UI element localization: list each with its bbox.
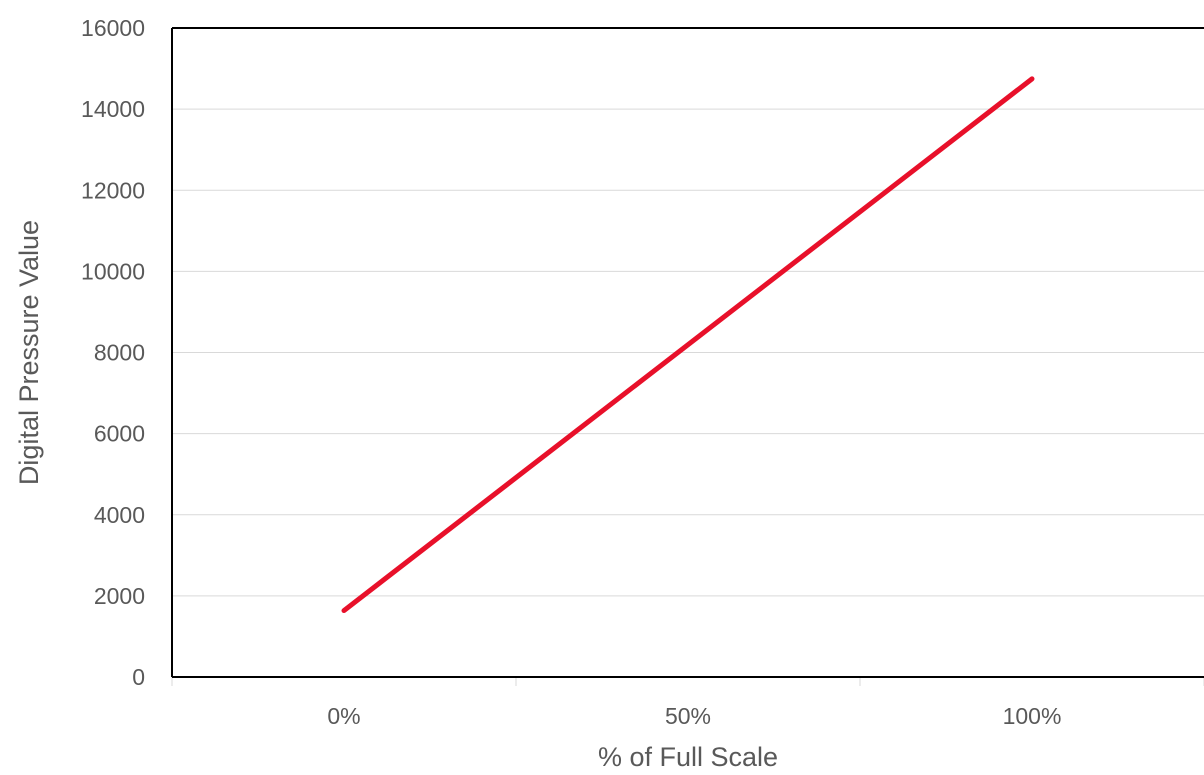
y-tick-label: 16000 [81, 15, 145, 41]
y-axis-title: Digital Pressure Value [14, 220, 44, 485]
data-series [341, 76, 1035, 614]
y-tick-label: 0 [132, 664, 145, 690]
y-tick-label: 6000 [94, 421, 145, 447]
x-tick-label: 100% [1003, 703, 1062, 729]
gridlines [172, 108, 1204, 597]
x-axis-title: % of Full Scale [598, 742, 778, 772]
y-tick-label: 14000 [81, 96, 145, 122]
y-tick-labels: 0 2000 4000 6000 8000 10000 12000 14000 16000 [81, 15, 145, 690]
series-line [341, 76, 1035, 614]
x-tick-labels: 0% 50% 100% [327, 703, 1061, 729]
x-tick-label: 50% [665, 703, 711, 729]
y-tick-label: 4000 [94, 502, 145, 528]
x-tick-marks [171, 677, 1204, 686]
x-tick-label: 0% [327, 703, 360, 729]
y-tick-label: 8000 [94, 340, 145, 366]
y-tick-label: 10000 [81, 258, 145, 284]
y-tick-label: 12000 [81, 177, 145, 203]
y-tick-label: 2000 [94, 583, 145, 609]
